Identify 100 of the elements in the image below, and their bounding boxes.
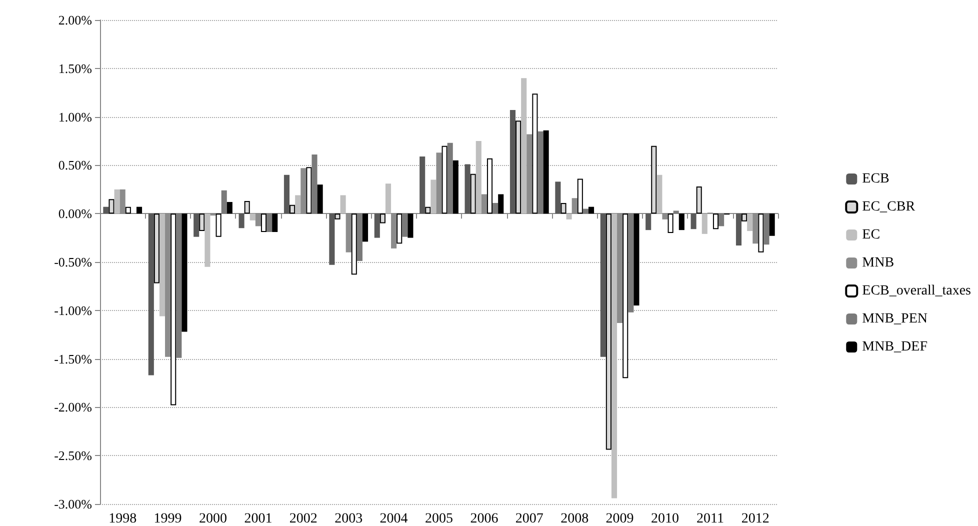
bar [154,214,160,284]
y-tick-label: -1.50% [54,351,92,366]
x-tick-label: 2010 [651,512,679,526]
bar [420,156,426,214]
bar [622,214,628,378]
bar [306,167,312,214]
bar [742,214,748,222]
bar [678,214,684,230]
x-tick-label: 2011 [696,512,724,526]
bar [452,160,458,214]
bar [510,110,516,214]
bar [340,195,346,214]
bar [244,201,250,214]
bar [216,214,222,237]
bar [182,214,188,332]
y-tick-label: -2.00% [54,400,92,415]
bar [600,214,606,357]
legend-label: EC [862,228,880,242]
bar [560,202,566,214]
bar [295,195,301,214]
x-tick-label: 2001 [244,512,272,526]
bar [272,214,278,232]
x-tick-label: 2007 [515,512,544,526]
bar [712,214,719,230]
x-tick-label: 2003 [334,512,363,526]
bar [329,214,335,265]
bar [476,141,482,214]
bar [290,204,296,214]
legend-label: MNB_DEF [862,340,928,354]
y-tick-label: -1.00% [54,302,92,318]
x-tick-label: 2012 [741,512,770,526]
y-tick-label: -2.50% [54,448,92,464]
bar [577,178,583,214]
bar [656,174,662,214]
legend-label: EC_CBR [862,200,916,214]
bar [606,214,612,450]
bar [148,214,154,376]
bar [442,146,448,214]
bar [396,214,402,244]
bar [696,186,702,214]
bar [747,214,753,232]
bar [114,189,120,214]
bar [260,214,267,232]
bar [702,214,708,234]
bar [646,214,652,230]
bar [159,214,166,316]
bar [351,214,357,275]
bar [170,214,176,406]
bar [408,214,414,238]
bar [486,158,493,214]
legend-label: MNB [862,256,894,270]
bar [651,146,657,214]
bar [250,214,256,220]
legend-label: ECB_overall_taxes [862,284,972,298]
bar [125,206,131,214]
bar [566,214,572,220]
bar [769,214,775,236]
bar [532,94,538,214]
bar [194,214,200,237]
y-tick-label: 1.50% [58,60,92,76]
bar [611,214,618,498]
bar [430,180,436,214]
bar [334,214,340,220]
bar [204,214,210,267]
bar [634,214,640,306]
x-tick-label: 2000 [199,512,227,526]
bar [555,182,561,214]
y-tick-label: 0.00% [58,206,92,222]
x-tick-label: 1999 [154,512,182,526]
bar [108,199,114,214]
y-tick-label: 1.00% [58,109,92,124]
legend-label: MNB_PEN [862,312,928,326]
bar [516,120,522,214]
bar [226,202,232,214]
bar [374,214,380,238]
bar [103,206,109,214]
bar [284,174,290,214]
bar [736,214,742,246]
bar [425,206,431,214]
x-tick-label: 2006 [470,512,498,526]
x-tick-label: 2005 [425,512,453,526]
bar [380,214,386,224]
bar [668,214,674,233]
x-tick-label: 1998 [108,512,137,526]
bar [385,184,392,214]
bar [362,214,368,242]
x-tick-label: 2002 [289,512,318,526]
bar [470,174,476,214]
bar [543,130,549,214]
x-tick-label: 2004 [380,512,408,526]
y-tick-label: 2.00% [58,12,92,28]
bar [464,164,470,214]
x-tick-label: 2009 [606,512,634,526]
y-tick-label: -3.00% [54,496,92,512]
bar [136,206,142,214]
bar [199,214,205,232]
bar [238,214,244,228]
bar [498,194,504,214]
legend-label: ECB [862,172,890,186]
bar [690,214,696,230]
